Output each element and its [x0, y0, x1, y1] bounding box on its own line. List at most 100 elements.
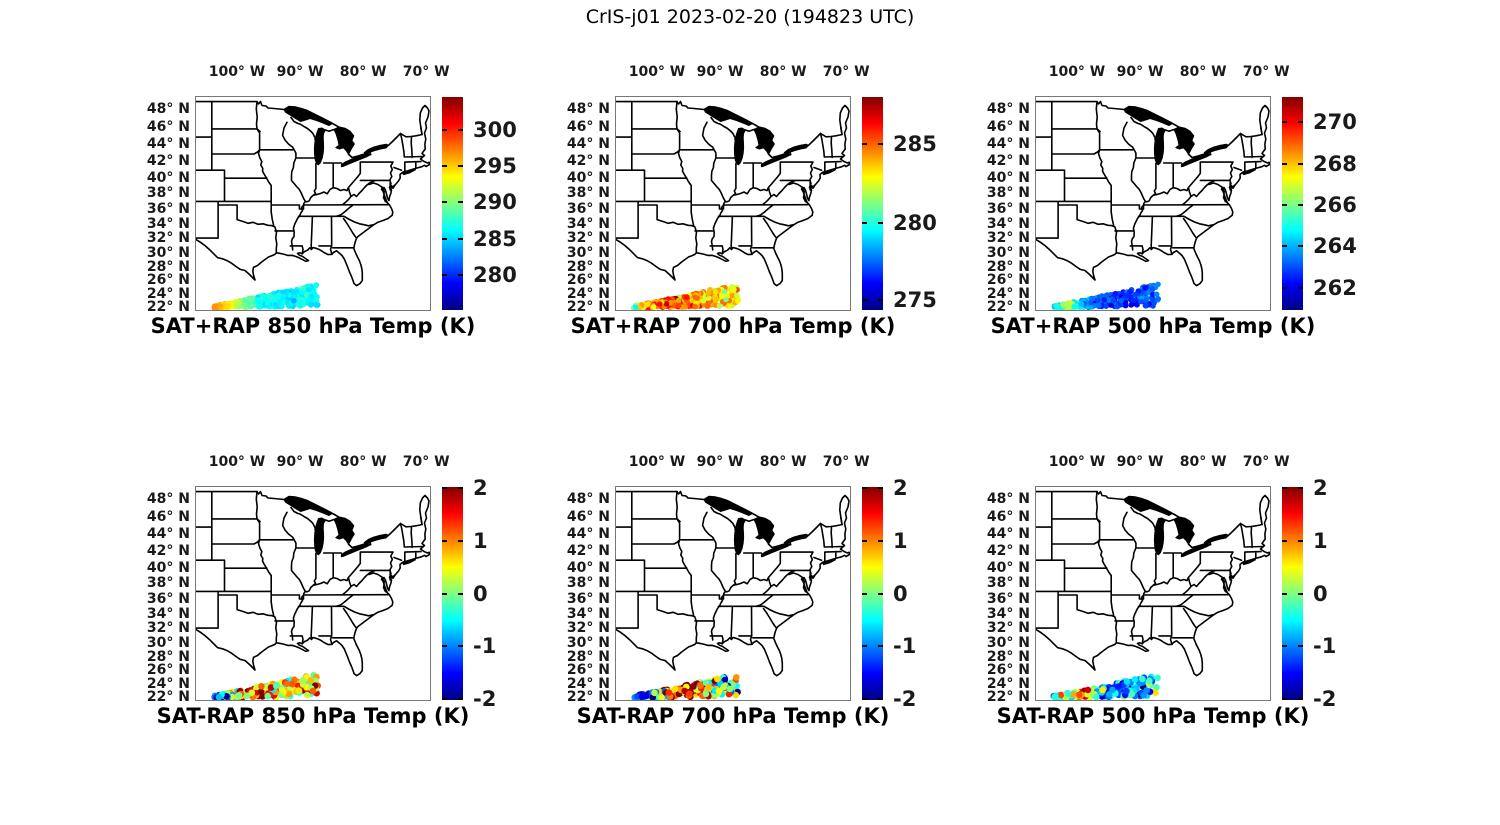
scatter-swath [211, 282, 321, 310]
lat-tick-label: 48° N [986, 101, 1030, 118]
basemap [196, 490, 430, 700]
colorbar-tick-label: 280 [893, 210, 937, 235]
lat-tick-label: 28° N [146, 258, 190, 275]
colorbar-tick-mark [1298, 539, 1303, 542]
lat-tick-label: 22° N [146, 299, 190, 316]
lat-tick-label: 24° N [146, 676, 190, 693]
colorbar-tick-label: 270 [1313, 110, 1357, 135]
lat-tick-label: 28° N [146, 648, 190, 665]
lon-tick-label: 80° W [1179, 454, 1227, 470]
colorbar-tick-mark [1282, 487, 1287, 489]
lat-tick-label: 48° N [986, 491, 1030, 508]
lat-tick-label: 22° N [986, 689, 1030, 706]
lat-tick-label: 22° N [566, 299, 610, 316]
colorbar-tick-mark [458, 539, 463, 542]
lat-tick-label: 42° N [146, 153, 190, 170]
lat-tick-label: 30° N [566, 244, 610, 261]
lat-tick-label: 46° N [986, 119, 1030, 136]
colorbar-tick-mark [862, 645, 867, 648]
colorbar-tick-label: 1 [1313, 528, 1328, 553]
lon-tick-label: 70° W [1242, 64, 1290, 80]
colorbar-tick-mark [1282, 592, 1287, 595]
colorbar-tick-label: 1 [473, 528, 488, 553]
lat-tick-label: 36° N [986, 590, 1030, 607]
lat-tick-label: 44° N [986, 526, 1030, 543]
lat-tick-label: 38° N [566, 575, 610, 592]
lat-tick-label: 26° N [146, 272, 190, 289]
lon-tick-label: 80° W [1179, 64, 1227, 80]
colorbar-tick-mark [862, 592, 867, 595]
lat-tick-label: 26° N [566, 272, 610, 289]
colorbar-tick-mark [878, 142, 883, 145]
lat-tick-label: 32° N [146, 230, 190, 247]
colorbar-tick-mark [1298, 698, 1303, 700]
map-panel-sat-plus-rap-700: 100° W 90° W 80° W 70° W 48° N 46° N 44° N 42°… [544, 55, 944, 355]
colorbar-tick-mark [1298, 203, 1303, 206]
lat-tick-label: 34° N [146, 605, 190, 622]
lon-tick-label: 80° W [339, 64, 387, 80]
lat-tick-label: 44° N [146, 136, 190, 153]
basemap [1036, 100, 1270, 310]
lat-tick-label: 24° N [986, 676, 1030, 693]
map-panel-sat-minus-rap-500: 100° W 90° W 80° W 70° W 48° N 46° N 44° N 42°… [964, 445, 1364, 745]
lon-tick-label: 80° W [759, 64, 807, 80]
lat-tick-label: 44° N [146, 526, 190, 543]
lat-tick-label: 48° N [566, 101, 610, 118]
lat-tick-label: 28° N [566, 648, 610, 665]
lon-tick-label: 100° W [208, 454, 266, 470]
lat-tick-label: 36° N [566, 200, 610, 217]
colorbar-tick-mark [878, 487, 883, 489]
lat-tick-label: 40° N [986, 169, 1030, 186]
colorbar-tick-mark [1282, 645, 1287, 648]
colorbar-tick-label: 285 [893, 131, 937, 156]
lat-tick-label: 30° N [986, 634, 1030, 651]
colorbar-tick-mark [442, 592, 447, 595]
panel-title: SAT+RAP 700 hPa Temp (K) [570, 314, 896, 338]
colorbar-tick-mark [878, 698, 883, 700]
colorbar-tick-label: 0 [473, 581, 488, 606]
scatter-swath [1051, 281, 1161, 310]
lon-tick-label: 80° W [339, 454, 387, 470]
colorbar-tick-label: 300 [473, 118, 517, 143]
colorbar [1282, 487, 1303, 700]
lat-tick-label: 34° N [986, 215, 1030, 232]
colorbar-tick-mark [1282, 539, 1287, 542]
colorbar-tick-label: 285 [473, 226, 517, 251]
map-panel-sat-plus-rap-500: 100° W 90° W 80° W 70° W 48° N 46° N 44° N 42°… [964, 55, 1364, 355]
colorbar-tick-mark [862, 142, 867, 145]
lat-tick-label: 26° N [146, 662, 190, 679]
colorbar-tick-mark [1298, 645, 1303, 648]
basemap [616, 490, 850, 700]
lat-tick-label: 28° N [986, 258, 1030, 275]
colorbar [862, 97, 883, 310]
lon-tick-label: 70° W [402, 64, 450, 80]
colorbar-tick-mark [458, 698, 463, 700]
colorbar [442, 97, 463, 310]
lat-tick-label: 44° N [986, 136, 1030, 153]
colorbar-tick-label: -2 [1313, 687, 1337, 712]
lon-tick-label: 100° W [208, 64, 266, 80]
scatter-swath [211, 671, 321, 700]
colorbar-tick-mark [862, 539, 867, 542]
colorbar-tick-mark [1282, 698, 1287, 700]
lat-tick-label: 34° N [986, 605, 1030, 622]
map-panel-sat-plus-rap-850: 100° W 90° W 80° W 70° W 48° N 46° N 44° N 42°… [124, 55, 524, 355]
lat-tick-label: 28° N [566, 258, 610, 275]
colorbar-tick-mark [442, 273, 447, 276]
colorbar-tick-label: -2 [893, 687, 917, 712]
colorbar-tick-mark [442, 698, 447, 700]
colorbar-tick-mark [442, 539, 447, 542]
colorbar-tick-mark [878, 592, 883, 595]
colorbar [1282, 97, 1303, 310]
colorbar-tick-mark [458, 487, 463, 489]
colorbar-tick-mark [458, 237, 463, 240]
lat-tick-label: 38° N [566, 185, 610, 202]
lat-tick-label: 48° N [146, 101, 190, 118]
colorbar-tick-mark [1298, 121, 1303, 124]
colorbar-tick-mark [458, 273, 463, 276]
lat-tick-label: 36° N [146, 200, 190, 217]
colorbar-tick-mark [1298, 244, 1303, 247]
colorbar-tick-mark [458, 592, 463, 595]
map-axes [1035, 486, 1271, 701]
map-panel-sat-minus-rap-700: 100° W 90° W 80° W 70° W 48° N 46° N 44° N 42°… [544, 445, 944, 745]
